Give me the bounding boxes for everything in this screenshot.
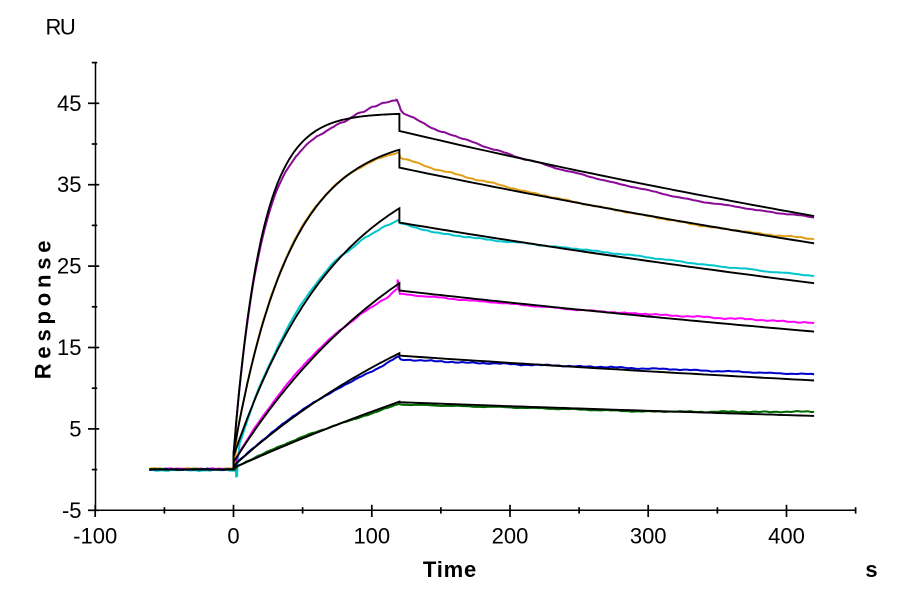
svg-text:RU: RU bbox=[46, 15, 75, 40]
svg-text:s: s bbox=[865, 557, 877, 582]
svg-text:5: 5 bbox=[69, 416, 81, 441]
svg-text:300: 300 bbox=[630, 524, 667, 549]
svg-text:400: 400 bbox=[768, 524, 805, 549]
svg-text:35: 35 bbox=[57, 172, 81, 197]
svg-text:15: 15 bbox=[57, 335, 81, 360]
svg-text:200: 200 bbox=[492, 524, 529, 549]
svg-text:25: 25 bbox=[57, 254, 81, 279]
svg-text:Response: Response bbox=[31, 236, 56, 380]
svg-text:-5: -5 bbox=[62, 498, 82, 523]
svg-text:Time: Time bbox=[423, 557, 477, 582]
svg-text:-100: -100 bbox=[73, 524, 117, 549]
svg-text:100: 100 bbox=[353, 524, 390, 549]
svg-text:45: 45 bbox=[57, 91, 81, 116]
svg-text:0: 0 bbox=[227, 524, 239, 549]
